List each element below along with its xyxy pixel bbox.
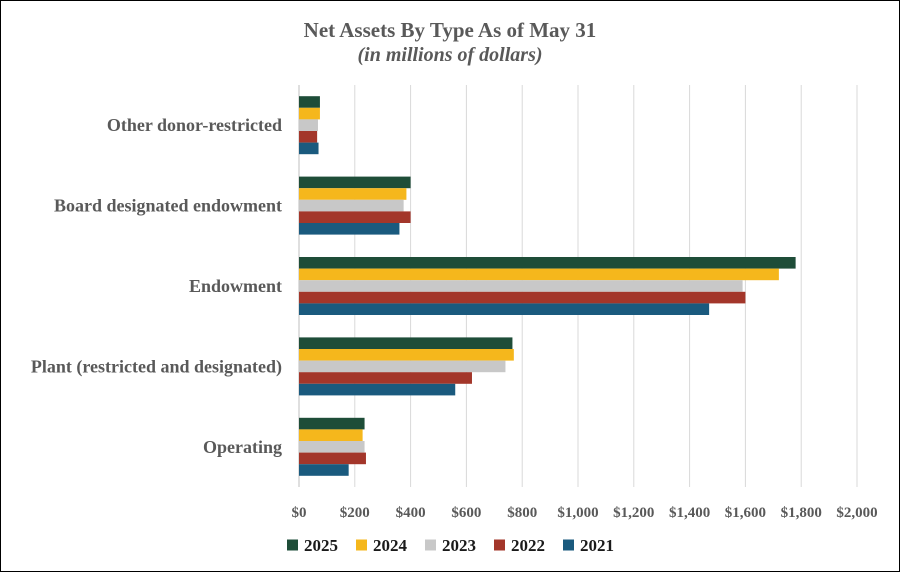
legend-swatch-2023 (425, 539, 436, 551)
x-tick-label: $0 (292, 505, 307, 521)
bar-2021 (299, 303, 710, 315)
legend-label-2021: 2021 (580, 536, 614, 555)
legend-swatch-2022 (494, 539, 505, 551)
legend-label-2025: 2025 (304, 536, 338, 555)
x-tick-label: $1,400 (669, 505, 710, 521)
legend-label-2024: 2024 (373, 536, 408, 555)
legend-label-2022: 2022 (511, 536, 545, 555)
legend-swatch-2021 (563, 539, 574, 551)
category-label: Endowment (189, 276, 282, 296)
bar-2025 (299, 417, 365, 430)
x-tick-label: $800 (507, 505, 537, 521)
bar-2025 (299, 337, 513, 349)
category-labels: Other donor-restricted Board designated e… (31, 115, 282, 457)
x-tick-label: $600 (451, 505, 481, 521)
bar-2023 (299, 441, 365, 453)
legend: 2025 2024 2023 2022 2021 (287, 536, 614, 555)
x-tick-label: $1,200 (613, 505, 654, 521)
bar-2022 (299, 452, 366, 465)
x-tick-label: $200 (340, 505, 370, 521)
bar-2024 (299, 188, 407, 200)
chart-subtitle: (in millions of dollars) (357, 44, 542, 66)
x-tick-label: $1,800 (781, 505, 822, 521)
bar-2023 (299, 360, 506, 373)
chart-title: Net Assets By Type As of May 31 (304, 18, 597, 42)
bar-2025 (299, 176, 411, 189)
bar-2022 (299, 291, 746, 304)
x-tick-label: $1,000 (557, 505, 598, 521)
bar-2024 (299, 429, 363, 441)
bars (299, 96, 796, 476)
legend-swatch-2025 (287, 539, 298, 551)
bar-2021 (299, 223, 400, 235)
category-label: Operating (203, 437, 282, 457)
x-tick-label: $400 (396, 505, 426, 521)
category-label: Other donor-restricted (107, 115, 282, 135)
x-tick-label: $1,600 (725, 505, 766, 521)
bar-2023 (299, 199, 404, 212)
bar-2024 (299, 349, 514, 361)
x-tick-label: $2,000 (836, 505, 877, 521)
bar-2022 (299, 131, 318, 143)
category-label: Board designated endowment (54, 196, 282, 216)
legend-label-2023: 2023 (442, 536, 476, 555)
x-tick-labels: $0 $200 $400 $600 $800 $1,000 $1,200 $1,400 $1,6… (292, 505, 878, 521)
bar-2021 (299, 464, 349, 476)
category-label: Plant (restricted and designated) (31, 356, 282, 377)
bar-2022 (299, 211, 411, 223)
bar-2021 (299, 383, 456, 396)
bar-2022 (299, 372, 472, 384)
bar-2021 (299, 142, 319, 155)
legend-swatch-2024 (356, 539, 367, 551)
bar-2025 (299, 257, 796, 269)
bar-2024 (299, 268, 779, 281)
bar-2024 (299, 107, 320, 120)
bar-2023 (299, 119, 318, 131)
bar-2025 (299, 96, 320, 108)
bar-2023 (299, 280, 743, 292)
